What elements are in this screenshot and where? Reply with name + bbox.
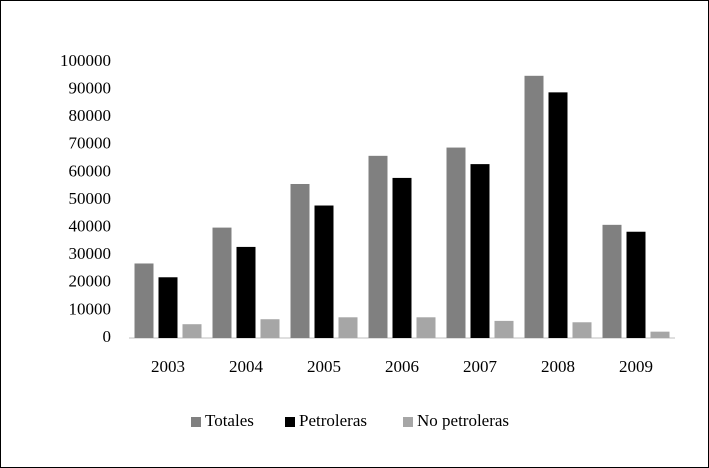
bar [236, 246, 256, 338]
bar [260, 319, 280, 338]
x-tick-label: 2008 [541, 357, 575, 376]
bar [392, 177, 412, 338]
x-tick-label: 2004 [229, 357, 264, 376]
y-tick-label: 30000 [69, 244, 112, 263]
bar [626, 231, 646, 338]
x-tick-label: 2006 [385, 357, 419, 376]
y-tick-label: 0 [103, 327, 112, 346]
bar [602, 224, 622, 338]
legend-swatch [285, 417, 295, 427]
legend-swatch [403, 417, 413, 427]
y-tick-label: 60000 [69, 161, 112, 180]
y-tick-label: 50000 [69, 189, 112, 208]
bar [416, 317, 436, 338]
bar [290, 183, 310, 338]
bar [548, 92, 568, 338]
y-tick-label: 20000 [69, 272, 112, 291]
legend-swatch [191, 417, 201, 427]
bar [524, 75, 544, 339]
bar [338, 317, 358, 338]
y-tick-label: 70000 [69, 134, 112, 153]
bar [134, 263, 154, 338]
y-tick-label: 80000 [69, 106, 112, 125]
y-tick-label: 100000 [60, 51, 111, 70]
legend-label: No petroleras [417, 411, 509, 430]
y-tick-label: 40000 [69, 217, 112, 236]
bar [650, 331, 670, 338]
x-tick-label: 2003 [151, 357, 185, 376]
y-tick-label: 10000 [69, 299, 112, 318]
x-tick-label: 2007 [463, 357, 498, 376]
bar [470, 164, 490, 338]
bar [182, 324, 202, 338]
bar [212, 227, 232, 338]
bar [446, 147, 466, 338]
bar [158, 277, 178, 338]
x-tick-label: 2009 [619, 357, 653, 376]
bar [368, 155, 388, 338]
x-tick-label: 2005 [307, 357, 341, 376]
bar [572, 322, 592, 338]
legend-label: Petroleras [299, 411, 367, 430]
bar [314, 205, 334, 338]
legend-label: Totales [205, 411, 254, 430]
bar [494, 320, 514, 338]
y-tick-label: 90000 [69, 79, 112, 98]
